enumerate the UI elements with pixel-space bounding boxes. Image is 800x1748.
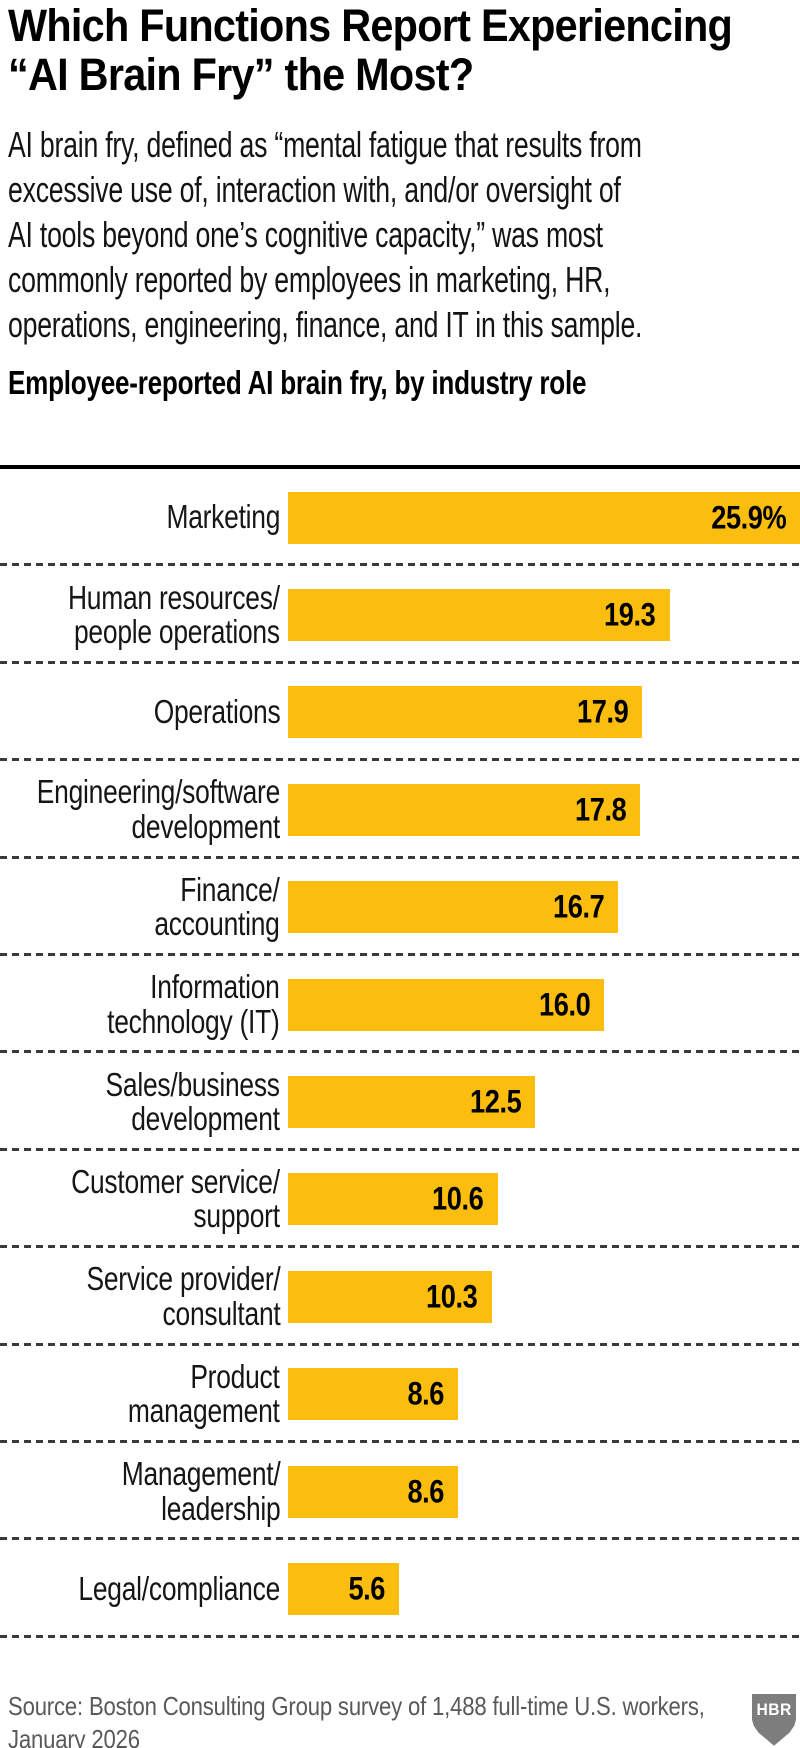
- chart-row: Customer service/ support 10.6: [0, 1151, 800, 1249]
- category-label: Product management: [128, 1357, 280, 1430]
- bar: 17.9: [288, 686, 642, 739]
- bar-track: 19.3: [288, 566, 800, 663]
- footer: Source: Boston Consulting Group survey o…: [8, 1690, 796, 1748]
- header: Which Functions Report Experiencing “AI …: [0, 0, 800, 403]
- chart-subtitle: Employee-reported AI brain fry, by indus…: [8, 364, 587, 401]
- category-label: Human resources/ people operations: [68, 578, 280, 651]
- bar-value-label: 8.6: [407, 1473, 444, 1510]
- bar-track: 8.6: [288, 1443, 800, 1540]
- chart-row: Product management 8.6: [0, 1346, 800, 1444]
- bar: 16.7: [288, 881, 619, 934]
- hbr-logo-text: HBR: [756, 1699, 792, 1719]
- source-note: Source: Boston Consulting Group survey o…: [8, 1690, 705, 1748]
- chart-row: Operations 17.9: [0, 664, 800, 762]
- bar-track: 8.6: [288, 1346, 800, 1443]
- bar-track: 16.0: [288, 956, 800, 1053]
- chart-row: Marketing 25.9%: [0, 469, 800, 567]
- bar: 5.6: [288, 1562, 399, 1615]
- bar-chart-rows: Marketing 25.9% Human resources/ people op…: [0, 469, 800, 1639]
- bar-track: 5.6: [288, 1540, 800, 1637]
- category-label: Sales/business development: [105, 1065, 280, 1138]
- page-title: Which Functions Report Experiencing “AI …: [8, 0, 733, 100]
- bar-value-label: 10.3: [426, 1278, 478, 1315]
- category-label: Engineering/software development: [36, 773, 280, 845]
- bar-chart: Marketing 25.9% Human resources/ people op…: [0, 465, 800, 1639]
- bar-value-label: 25.9%: [711, 499, 786, 536]
- category-label: Operations: [153, 693, 280, 731]
- bar: 10.3: [288, 1270, 492, 1323]
- chart-row: Information technology (IT) 16.0: [0, 956, 800, 1054]
- bar-value-label: 12.5: [469, 1083, 522, 1120]
- chart-row: Sales/business development 12.5: [0, 1053, 800, 1152]
- bar: 8.6: [288, 1368, 458, 1421]
- chart-row: Legal/compliance 5.6: [0, 1540, 800, 1639]
- bar: 16.0: [288, 978, 605, 1031]
- bar-track: 10.3: [288, 1248, 800, 1345]
- bar-track: 25.9%: [288, 469, 800, 566]
- bar: 19.3: [288, 589, 670, 642]
- chart-row: Management/ leadership 8.6: [0, 1443, 800, 1541]
- category-label: Customer service/ support: [71, 1162, 280, 1235]
- bar-value-label: 19.3: [604, 596, 656, 633]
- bar: 12.5: [288, 1076, 536, 1129]
- category-label: Management/ leadership: [121, 1455, 280, 1527]
- bar: 8.6: [288, 1465, 458, 1518]
- bar-track: 12.5: [288, 1053, 800, 1150]
- category-label: Marketing: [166, 498, 280, 536]
- bar-track: 16.7: [288, 859, 800, 956]
- bar-value-label: 17.9: [576, 693, 629, 730]
- bar: 25.9%: [288, 491, 800, 544]
- bar-value-label: 5.6: [348, 1570, 385, 1607]
- bar: 17.8: [288, 783, 640, 836]
- chart-row: Engineering/software development 17.8: [0, 761, 800, 859]
- bar-value-label: 16.0: [539, 986, 591, 1023]
- bar-value-label: 17.8: [574, 791, 627, 828]
- bar-track: 10.6: [288, 1151, 800, 1248]
- category-label: Service provider/ consultant: [86, 1260, 280, 1332]
- category-label: Finance/ accounting: [154, 870, 281, 943]
- chart-row: Finance/ accounting 16.7: [0, 859, 800, 957]
- bar-value-label: 8.6: [407, 1375, 444, 1412]
- bar-track: 17.9: [288, 664, 800, 761]
- bar: 10.6: [288, 1173, 498, 1226]
- intro-text: AI brain fry, defined as “mental fatigue…: [8, 124, 643, 345]
- bar-track: 17.8: [288, 761, 800, 858]
- bar-value-label: 16.7: [552, 888, 605, 925]
- category-label: Legal/compliance: [78, 1569, 280, 1607]
- category-label: Information technology (IT): [107, 968, 281, 1040]
- bar-value-label: 10.6: [432, 1180, 484, 1217]
- chart-row: Human resources/ people operations 19.3: [0, 566, 800, 665]
- chart-row: Service provider/ consultant 10.3: [0, 1248, 800, 1346]
